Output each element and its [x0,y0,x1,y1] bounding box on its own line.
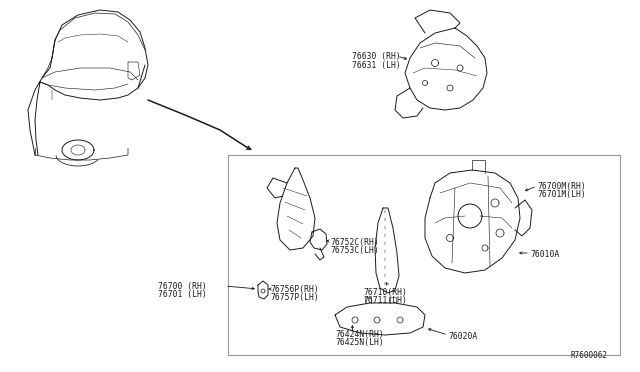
Text: 76711(LH): 76711(LH) [363,296,407,305]
Text: 76701M(LH): 76701M(LH) [537,190,586,199]
Text: 76020A: 76020A [448,332,477,341]
Text: 76710(RH): 76710(RH) [363,288,407,297]
Text: 76424N(RH): 76424N(RH) [335,330,384,339]
Text: 76631 (LH): 76631 (LH) [352,61,401,70]
Bar [228,155,620,355]
Text: 76752C(RH): 76752C(RH) [330,238,379,247]
Text: 76010A: 76010A [530,250,559,259]
Text: 76630 (RH): 76630 (RH) [352,52,401,61]
Text: 76700M(RH): 76700M(RH) [537,182,586,191]
Text: 76753C(LH): 76753C(LH) [330,246,379,255]
Text: 76425N(LH): 76425N(LH) [335,338,384,347]
Text: 76700 (RH): 76700 (RH) [158,282,207,291]
Text: R7600062: R7600062 [571,351,608,360]
Text: 76701 (LH): 76701 (LH) [158,290,207,299]
Text: 76756P(RH): 76756P(RH) [270,285,319,294]
Text: 76757P(LH): 76757P(LH) [270,293,319,302]
